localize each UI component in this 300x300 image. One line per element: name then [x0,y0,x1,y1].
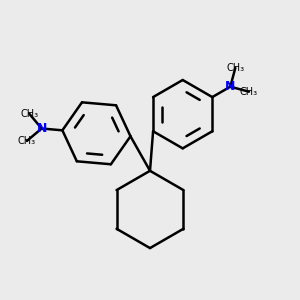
Text: CH₃: CH₃ [18,136,36,146]
Text: CH₃: CH₃ [226,63,244,73]
Text: CH₃: CH₃ [240,87,258,97]
Text: N: N [37,122,47,135]
Text: N: N [225,80,236,93]
Text: CH₃: CH₃ [20,109,38,119]
